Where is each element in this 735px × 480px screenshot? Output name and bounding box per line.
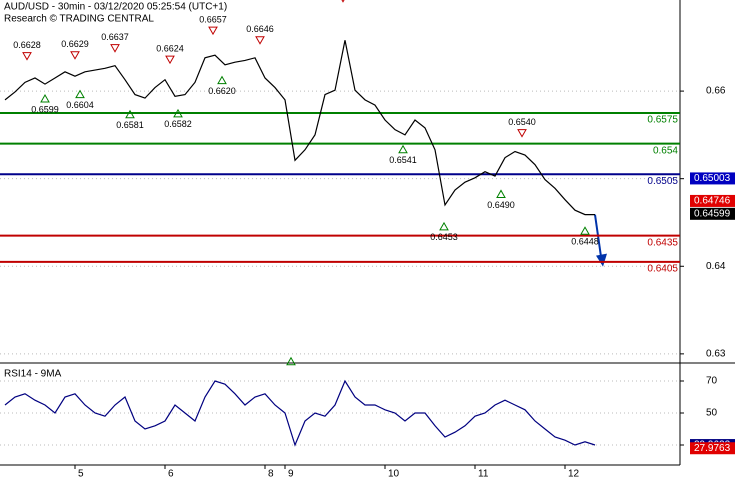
pivot-marker <box>110 44 120 53</box>
pivot-label: 0.6582 <box>164 119 192 129</box>
price-marker-label: 0.64746 <box>694 196 731 207</box>
series-line <box>4 40 595 216</box>
y-tick-label: 50 <box>706 408 718 419</box>
x-tick-label: 12 <box>568 469 580 480</box>
level-label: 0.6405 <box>647 264 678 275</box>
pivot-label: 0.6637 <box>101 32 129 42</box>
pivot-label: 0.6599 <box>31 104 59 114</box>
y-tick-label: 0.63 <box>706 349 726 360</box>
pivot-marker <box>173 108 183 118</box>
pivot-marker <box>217 75 227 85</box>
pivot-label: 0.6604 <box>66 100 94 110</box>
y-tick-label: 0.66 <box>706 86 726 97</box>
pivot-label: 0.6490 <box>487 200 515 210</box>
pivot-marker <box>70 51 80 60</box>
pivot-label: 0.6646 <box>246 24 274 34</box>
pivot-marker <box>255 36 265 45</box>
price-marker-label: 0.64599 <box>694 208 731 219</box>
pivot-label: 0.6624 <box>156 43 184 53</box>
x-tick-label: 8 <box>268 469 274 480</box>
series-line <box>4 379 596 447</box>
x-tick-label: 10 <box>388 469 400 480</box>
price-marker <box>690 207 735 220</box>
pivot-marker <box>286 356 296 366</box>
price-marker <box>690 194 735 207</box>
pivot-marker <box>22 52 32 61</box>
x-tick-label: 5 <box>78 469 84 480</box>
pivot-marker <box>496 189 506 198</box>
price-marker-label: 0.65003 <box>694 173 731 184</box>
level-label: 0.654 <box>653 145 678 156</box>
price-marker-label: 27.9763 <box>694 443 731 454</box>
chart-title: AUD/USD - 30min - 03/12/2020 05:25:54 (U… <box>4 2 227 13</box>
price-marker <box>690 172 735 185</box>
arrow-head <box>596 253 607 267</box>
pivot-marker <box>208 26 218 36</box>
x-tick-label: 11 <box>478 469 489 480</box>
level-label: 0.6505 <box>647 176 678 187</box>
pivot-label: 0.6448 <box>571 237 599 247</box>
pivot-marker <box>439 221 449 231</box>
forecast-arrow <box>594 214 607 267</box>
chart-subtitle: Research © TRADING CENTRAL <box>4 14 154 25</box>
x-tick-label: 9 <box>288 469 294 480</box>
level-label: 0.6575 <box>647 115 678 126</box>
level-label: 0.6435 <box>647 237 678 248</box>
pivot-label: 0.6541 <box>389 155 417 165</box>
price-marker <box>690 442 735 455</box>
pivot-label: 0.6620 <box>208 86 236 96</box>
pivot-label: 0.6628 <box>13 40 41 50</box>
pivot-label: 0.6629 <box>61 39 89 49</box>
pivot-label: 0.6540 <box>508 117 536 127</box>
pivot-marker <box>125 109 135 119</box>
pivot-marker <box>398 144 408 154</box>
pivot-marker <box>40 93 50 103</box>
pivot-label: 0.6453 <box>430 232 458 242</box>
pivot-marker <box>580 226 590 235</box>
pivot-label: 0.6657 <box>199 15 227 25</box>
pivot-marker <box>165 55 175 65</box>
pivot-marker <box>517 129 527 138</box>
y-tick-label: 0.64 <box>706 261 726 272</box>
pivot-label: 0.6581 <box>116 120 144 130</box>
rsi-title: RSI14 - 9MA <box>4 369 62 380</box>
x-tick-label: 6 <box>168 469 174 480</box>
y-tick-label: 70 <box>706 376 718 387</box>
pivot-marker <box>75 89 85 99</box>
